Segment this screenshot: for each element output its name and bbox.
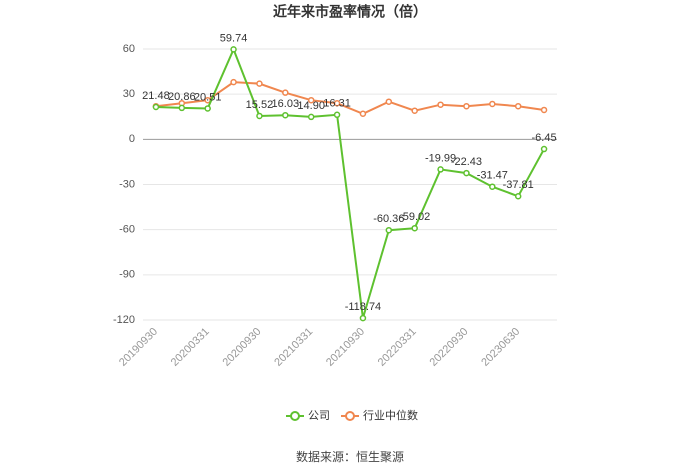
legend-label: 公司: [308, 410, 330, 422]
point: [514, 193, 522, 200]
point: [282, 89, 289, 96]
series-line: [155, 46, 545, 319]
point: [437, 166, 444, 173]
point: [540, 145, 548, 153]
point: [437, 101, 444, 108]
y-tick-label: 0: [129, 133, 135, 145]
chart-title: 近年来市盈率情况（倍）: [273, 4, 427, 20]
point: [411, 224, 418, 232]
point: [152, 103, 160, 111]
point: [230, 46, 237, 53]
data-label: -31.47: [477, 170, 508, 182]
data-label: 14.90: [297, 100, 325, 112]
y-tick-label: -120: [113, 314, 135, 326]
data-label: -19.99: [425, 152, 456, 164]
x-tick-label: 20210930: [324, 326, 367, 369]
point: [256, 80, 263, 87]
legend-swatch: [290, 411, 300, 421]
point: [359, 314, 367, 322]
data-label: 59.74: [220, 32, 248, 44]
point: [333, 99, 341, 107]
point: [385, 98, 393, 105]
x-tick-label: 20210331: [272, 326, 315, 369]
y-tick-label: -30: [119, 178, 135, 190]
y-tick-label: 30: [123, 88, 135, 100]
point: [489, 100, 496, 108]
point: [385, 226, 393, 234]
point: [514, 102, 522, 110]
point: [333, 111, 341, 119]
x-tick-label: 20230630: [479, 326, 522, 369]
point: [178, 104, 186, 112]
data-label: 16.03: [272, 98, 300, 110]
data-label: -59.02: [399, 211, 430, 223]
point: [411, 107, 418, 114]
x-tick-label: 20190930: [117, 326, 160, 369]
point: [463, 169, 470, 177]
y-tick-label: -60: [119, 224, 135, 236]
y-tick-label: 60: [123, 43, 135, 55]
legend-swatch: [345, 411, 355, 421]
legend-label: 行业中位数: [363, 408, 418, 422]
source: 数据来源：恒生聚源: [296, 449, 404, 464]
data-label: 20.86: [168, 91, 196, 103]
series-line: [155, 81, 545, 115]
data-label: 21.48: [142, 90, 170, 102]
point: [540, 106, 548, 114]
data-label: -6.45: [532, 132, 557, 144]
x-tick-label: 20220331: [376, 326, 419, 369]
data-label: 16.31: [323, 98, 351, 110]
data-label: 15.52: [246, 99, 274, 111]
point: [204, 96, 211, 104]
point: [307, 113, 315, 121]
data-label: -22.43: [451, 156, 482, 168]
point: [256, 112, 263, 120]
point: [204, 105, 211, 112]
point: [463, 102, 470, 110]
point: [230, 78, 237, 86]
point: [489, 183, 496, 190]
x-tick-label: 20220930: [428, 326, 471, 369]
data-label: 20.51: [194, 91, 222, 103]
point: [282, 111, 289, 119]
point: [359, 110, 367, 117]
y-tick-label: -90: [119, 269, 135, 281]
x-tick-label: 20200331: [169, 326, 212, 369]
data-label: -37.81: [503, 179, 534, 191]
point: [307, 96, 315, 104]
data-label: -118.74: [345, 301, 382, 313]
data-label: -60.36: [373, 213, 404, 225]
x-tick-label: 20200930: [221, 326, 264, 369]
